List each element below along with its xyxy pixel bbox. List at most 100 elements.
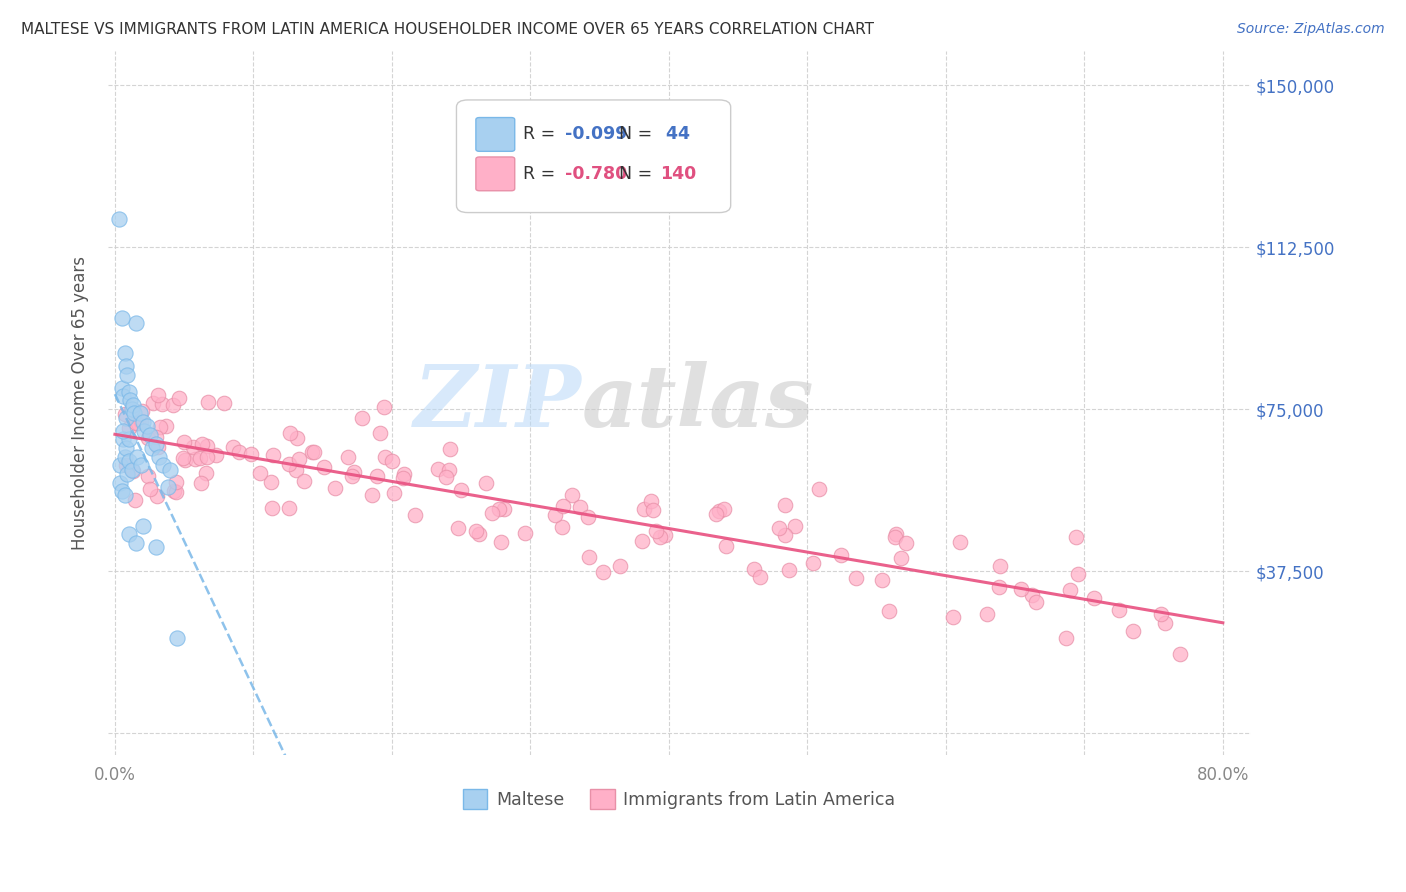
Point	[118, 454, 141, 468]
Point	[285, 463, 308, 477]
Point	[118, 433, 141, 447]
Point	[183, 451, 205, 466]
Point	[361, 487, 384, 501]
Point	[434, 469, 457, 483]
Point	[117, 467, 139, 481]
Point	[115, 441, 138, 455]
Point	[896, 535, 918, 549]
Point	[287, 452, 309, 467]
Point	[136, 469, 159, 483]
Point	[450, 483, 472, 498]
Point	[561, 488, 583, 502]
Point	[439, 462, 461, 476]
FancyBboxPatch shape	[475, 118, 515, 152]
Point	[949, 535, 972, 549]
Point	[633, 502, 655, 516]
Point	[142, 396, 165, 410]
Point	[292, 475, 315, 489]
Point	[110, 475, 132, 490]
Point	[135, 419, 157, 434]
Text: -0.099: -0.099	[565, 126, 627, 144]
Point	[212, 395, 235, 409]
Point	[707, 504, 730, 518]
Point	[439, 442, 461, 456]
Point	[285, 431, 308, 445]
Point	[190, 476, 212, 491]
Point	[1025, 595, 1047, 609]
Point	[877, 605, 900, 619]
Point	[131, 404, 153, 418]
Point	[145, 436, 167, 450]
Point	[115, 458, 138, 472]
Point	[117, 421, 139, 435]
Point	[121, 402, 143, 417]
Point	[976, 607, 998, 621]
Point	[195, 466, 218, 480]
Point	[1083, 591, 1105, 605]
Point	[884, 531, 907, 545]
Point	[146, 388, 169, 402]
Point	[191, 437, 214, 451]
Point	[553, 499, 575, 513]
Point	[278, 500, 301, 515]
Point	[125, 536, 148, 550]
Point	[112, 424, 135, 438]
Point	[173, 434, 195, 449]
Point	[122, 398, 145, 412]
Point	[773, 528, 796, 542]
Point	[1150, 607, 1173, 622]
Point	[204, 449, 226, 463]
Point	[136, 431, 159, 445]
Point	[125, 416, 148, 430]
Text: N =: N =	[619, 126, 658, 144]
Point	[1059, 582, 1081, 597]
Point	[381, 454, 404, 468]
Point	[222, 440, 245, 454]
Point	[1122, 624, 1144, 638]
Point	[630, 534, 652, 549]
Text: 140: 140	[659, 165, 696, 183]
Point	[152, 397, 174, 411]
Point	[145, 430, 167, 444]
Point	[162, 398, 184, 412]
Point	[426, 462, 449, 476]
Point	[166, 631, 188, 645]
Text: atlas: atlas	[582, 361, 814, 444]
Point	[394, 467, 416, 482]
Point	[775, 498, 797, 512]
Point	[870, 574, 893, 588]
Point	[404, 508, 426, 522]
Point	[640, 494, 662, 508]
Point	[1168, 647, 1191, 661]
Point	[260, 475, 283, 490]
Point	[115, 359, 138, 373]
Point	[262, 448, 284, 462]
Text: ZIP: ZIP	[415, 361, 582, 444]
Point	[124, 406, 146, 420]
Point	[576, 510, 599, 524]
Point	[115, 410, 138, 425]
Point	[167, 391, 190, 405]
Text: R =: R =	[523, 165, 561, 183]
Point	[475, 475, 498, 490]
Point	[240, 447, 263, 461]
Point	[494, 501, 516, 516]
Point	[744, 561, 766, 575]
Point	[845, 571, 868, 585]
Point	[117, 368, 139, 382]
Text: N =: N =	[619, 165, 658, 183]
Point	[468, 527, 491, 541]
Point	[114, 450, 136, 464]
Point	[489, 534, 512, 549]
Point	[159, 462, 181, 476]
Point	[654, 527, 676, 541]
Point	[262, 501, 284, 516]
Point	[1153, 616, 1175, 631]
Point	[337, 450, 360, 464]
Point	[890, 550, 912, 565]
Point	[277, 457, 299, 471]
Point	[249, 466, 271, 480]
Point	[302, 445, 325, 459]
Point	[122, 464, 145, 478]
Point	[447, 521, 470, 535]
